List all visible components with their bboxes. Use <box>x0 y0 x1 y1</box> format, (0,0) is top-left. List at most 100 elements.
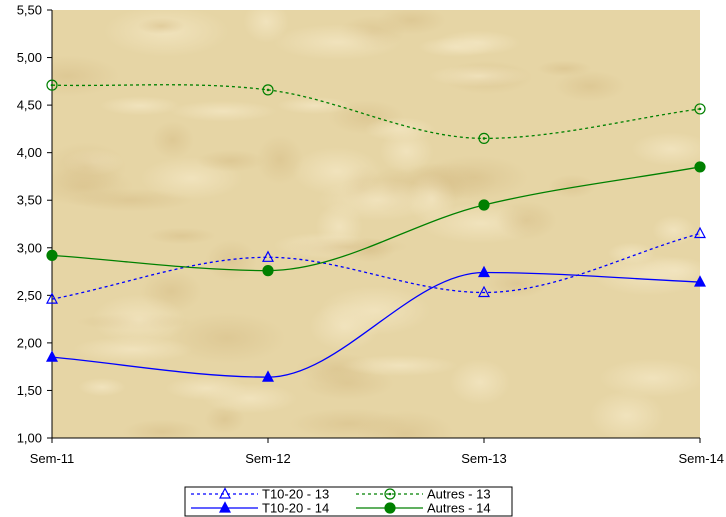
y-tick-label: 2,50 <box>17 288 42 303</box>
legend-label: Autres - 14 <box>427 501 491 516</box>
legend-item: Autres - 13 <box>356 487 491 502</box>
circle-marker <box>478 132 490 144</box>
sand-blotch <box>92 294 186 346</box>
sand-blotch <box>418 37 495 57</box>
circle-marker-dot <box>482 137 486 140</box>
sand-blotch <box>428 65 530 87</box>
series-1 <box>46 226 706 304</box>
sand-blotch <box>356 410 454 438</box>
y-tick-label: 1,00 <box>17 431 42 446</box>
circle-marker-dot <box>50 83 54 87</box>
sand-blotch <box>317 179 438 221</box>
series-4 <box>46 161 706 277</box>
series-3 <box>46 265 706 382</box>
sand-blotch <box>78 377 126 397</box>
circle-marker <box>384 502 396 514</box>
legend-label: T10-20 - 13 <box>262 487 329 502</box>
sand-blotch <box>449 359 511 406</box>
y-tick-label: 4,50 <box>17 98 42 113</box>
sand-blotch <box>631 132 700 166</box>
sand-blotch <box>256 135 304 185</box>
legend-item: Autres - 14 <box>356 501 491 516</box>
sand-blotch <box>205 239 257 282</box>
circle-marker <box>262 84 274 96</box>
series-2 <box>46 79 706 144</box>
circle-marker-dot <box>388 492 392 496</box>
sand-blotch <box>301 366 395 400</box>
sand-blotch <box>640 256 700 285</box>
circle-marker <box>46 79 58 91</box>
sand-blotch <box>99 96 181 116</box>
series-line <box>51 271 701 378</box>
sand-blotch <box>147 227 216 245</box>
sand-blotch <box>548 174 596 199</box>
triangle-marker <box>219 487 231 499</box>
legend-label: Autres - 13 <box>427 487 491 502</box>
circle-marker <box>478 199 490 211</box>
sand-blotch <box>484 269 549 299</box>
sand-blotch <box>364 117 436 142</box>
triangle-marker <box>262 370 274 382</box>
series-layer <box>46 79 706 382</box>
y-tick-label: 1,50 <box>17 383 42 398</box>
sand-blotch <box>287 236 409 257</box>
circle-marker <box>262 265 274 277</box>
x-axis: Sem-11 Sem-12 Sem-13 Sem-14 <box>30 437 724 466</box>
y-tick-label: 3,00 <box>17 240 42 255</box>
circle-marker-dot <box>266 88 270 92</box>
series-line <box>51 232 701 300</box>
series-line <box>51 166 701 272</box>
circle-marker <box>694 161 706 173</box>
sand-blotch <box>554 70 626 102</box>
sand-blotch <box>122 419 203 438</box>
sand-blotch <box>652 215 696 246</box>
legend-item: T10-20 - 14 <box>191 501 329 516</box>
triangle-marker <box>46 292 58 304</box>
y-tick-label: 5,00 <box>17 50 42 65</box>
sand-blotch <box>196 150 266 172</box>
sand-blotch <box>276 96 352 115</box>
series-line <box>51 84 701 140</box>
triangle-marker <box>219 501 231 513</box>
sand-blotch <box>420 155 529 200</box>
sand-blotch <box>319 286 430 336</box>
circle-marker <box>694 103 706 115</box>
triangle-marker <box>46 350 58 362</box>
legend: T10-20 - 13 Autres - 13 T10-20 - 14 Autres … <box>184 486 513 517</box>
y-tick-label: 4,00 <box>17 145 42 160</box>
sand-blotch <box>342 355 458 377</box>
sand-blotch <box>243 10 289 44</box>
legend-box <box>184 486 513 517</box>
triangle-marker <box>262 250 274 262</box>
sand-blotch <box>72 336 194 363</box>
sand-blotch <box>599 358 700 398</box>
sand-blotch <box>496 201 557 240</box>
circle-marker-dot <box>698 107 702 111</box>
triangle-marker <box>478 265 490 278</box>
sand-blotch <box>589 390 664 438</box>
y-tick-label: 3,50 <box>17 193 42 208</box>
sand-blotch <box>169 100 277 122</box>
plot-texture <box>52 10 700 438</box>
sand-blotch <box>202 383 297 414</box>
sand-blotch <box>168 312 286 364</box>
sand-blotch <box>52 55 120 97</box>
sand-blotch <box>273 24 402 61</box>
triangle-marker <box>478 285 490 298</box>
sand-blotch <box>52 142 127 194</box>
x-tick-label: Sem-14 <box>678 451 724 466</box>
y-tick-label: 2,00 <box>17 335 42 350</box>
triangle-marker <box>694 275 706 287</box>
legend-item: T10-20 - 13 <box>191 487 329 502</box>
sand-blotch <box>137 17 185 35</box>
triangle-marker <box>694 226 706 239</box>
sand-blotch <box>151 121 194 159</box>
x-tick-label: Sem-11 <box>30 451 75 466</box>
circle-marker <box>46 249 58 261</box>
legend-label: T10-20 - 14 <box>262 501 329 516</box>
circle-marker <box>384 488 396 500</box>
x-tick-label: Sem-13 <box>461 451 507 466</box>
x-tick-label: Sem-12 <box>245 451 291 466</box>
y-tick-label: 5,50 <box>17 3 42 18</box>
